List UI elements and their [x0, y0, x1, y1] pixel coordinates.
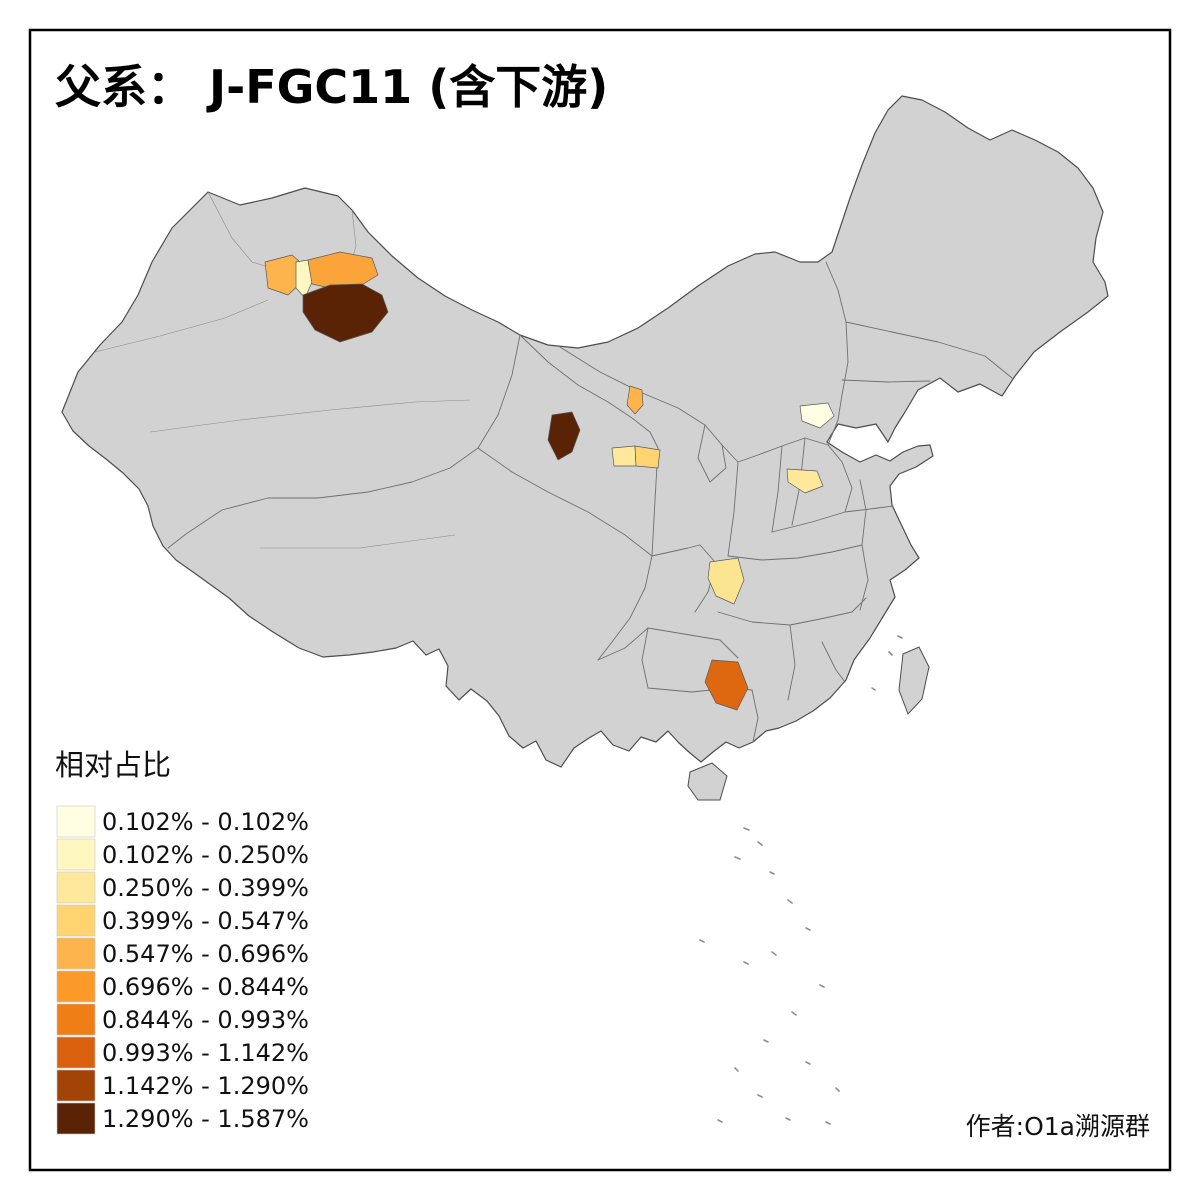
border-jilin-liaoning	[841, 379, 931, 383]
region-chongqing-pale-patch	[707, 557, 745, 605]
border-qinghai-gansu	[519, 334, 659, 557]
border-hubei-north	[727, 544, 863, 561]
island-speck	[805, 1061, 811, 1065]
island-speck	[897, 635, 903, 639]
island-speck	[805, 927, 811, 931]
legend-swatch-4	[56, 904, 96, 937]
legend-label-4: 0.399% - 0.547%	[102, 907, 309, 935]
island-speck	[785, 1117, 791, 1121]
colored-regions	[264, 251, 835, 711]
legend-swatch-3	[56, 871, 96, 904]
legend-swatch-1	[56, 805, 96, 838]
border-xinjiang-north-pref	[207, 191, 266, 267]
border-guizhou-west	[641, 627, 649, 689]
border-guizhou-north	[647, 627, 739, 659]
region-north-xinjiang-patch	[307, 251, 379, 289]
island-speck	[734, 1067, 739, 1072]
legend-swatch-8	[56, 1036, 96, 1069]
legend-label-9: 1.142% - 1.290%	[102, 1072, 309, 1100]
border-anhui-zhejiang	[859, 544, 869, 611]
legend-label-8: 0.993% - 1.142%	[102, 1039, 309, 1067]
island-speck	[699, 939, 705, 943]
border-sichuan-north	[651, 544, 701, 557]
border-inner-mongolia-east	[825, 261, 849, 446]
island-speck	[757, 841, 763, 846]
region-qinghai-dark-patch	[547, 411, 581, 461]
region-gansu-east-pale-patch	[634, 445, 661, 469]
border-jiangxi-fujian	[821, 641, 846, 683]
hainan-island	[687, 762, 728, 801]
legend-label-1: 0.102% - 0.102%	[102, 808, 309, 836]
islands	[687, 635, 930, 1125]
legend-swatch-10	[56, 1102, 96, 1135]
island-speck	[819, 984, 825, 988]
legend-label-3: 0.250% - 0.399%	[102, 874, 309, 902]
island-speck	[743, 827, 750, 831]
island-speck	[787, 899, 793, 904]
legend-label-2: 0.102% - 0.250%	[102, 841, 309, 869]
legend-label-10: 1.290% - 1.587%	[102, 1105, 309, 1133]
island-speck	[717, 1119, 723, 1123]
region-gansu-north-patch	[626, 385, 644, 415]
island-speck	[825, 1121, 831, 1125]
border-henan-north	[771, 511, 846, 533]
legend-swatch-6	[56, 970, 96, 1003]
page-title: 父系： J-FGC11 (含下游)	[55, 60, 608, 114]
region-xinjiang-dark-patch	[302, 283, 389, 343]
region-gansu-west-pale-patch	[611, 445, 637, 467]
region-guangxi-orange-patch	[704, 659, 749, 711]
border-heilongjiang-jilin	[845, 321, 1013, 379]
legend-swatch-7	[56, 1003, 96, 1036]
legend-title: 相对占比	[55, 748, 171, 782]
legend-label-5: 0.547% - 0.696%	[102, 940, 309, 968]
border-shanxi-west	[771, 445, 783, 533]
island-speck	[791, 1011, 797, 1016]
author-credit: 作者:O1a溯源群	[966, 1112, 1150, 1141]
island-speck	[835, 1087, 840, 1092]
island-speck	[888, 651, 893, 656]
border-south-xinjiang-pref	[149, 399, 471, 433]
border-shandong-west	[827, 444, 894, 513]
legend-swatch-9	[56, 1069, 96, 1102]
island-speck	[769, 871, 775, 875]
region-henan-pale-patch	[786, 468, 824, 494]
island-speck	[734, 856, 741, 860]
island-speck	[763, 1039, 769, 1043]
legend: 相对占比 0.102% - 0.102% 0.102% - 0.250% 0.2…	[55, 748, 309, 1135]
border-xinjiang-southeast	[167, 334, 521, 549]
border-anhui-jiangsu	[859, 479, 867, 546]
legend-label-7: 0.844% - 0.993%	[102, 1006, 309, 1034]
border-zhejiang-west	[851, 597, 867, 613]
border-tibet-pref	[260, 534, 456, 549]
region-shandong-pale-patch	[799, 402, 835, 429]
border-guangdong-guangxi	[751, 689, 759, 743]
legend-label-6: 0.696% - 0.844%	[102, 973, 309, 1001]
border-yunnan-sichuan	[597, 627, 649, 661]
legend-swatch-5	[56, 937, 96, 970]
island-speck	[871, 687, 876, 691]
border-hunan-jiangxi	[787, 624, 796, 701]
island-speck	[757, 1094, 763, 1098]
island-speck	[743, 961, 749, 965]
region-xinjiang-pale-sliver	[295, 259, 313, 299]
border-ningxia	[697, 424, 727, 483]
border-shaanxi-west	[727, 461, 739, 557]
border-qinghai-tibet	[477, 447, 653, 557]
legend-swatch-2	[56, 838, 96, 871]
border-tianshan-pref	[94, 299, 269, 353]
border-tibet-sichuan	[597, 555, 653, 661]
island-speck	[771, 951, 777, 956]
taiwan-island	[898, 646, 930, 715]
